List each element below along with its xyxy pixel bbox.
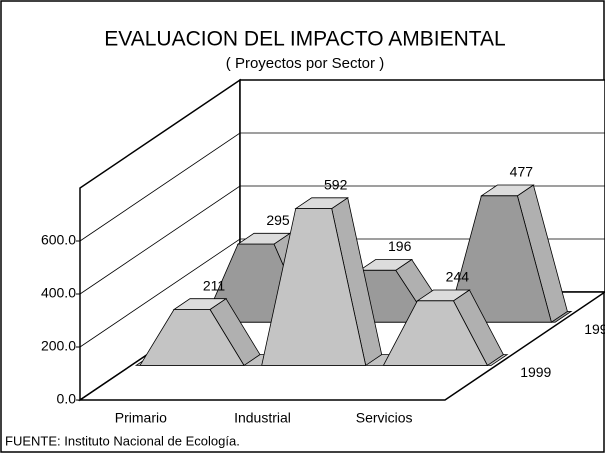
value-label: 477 [510,164,534,180]
y-tick-label: 400.0 [41,285,76,301]
bar [446,195,552,323]
bar [382,300,489,366]
grid-line [79,132,605,242]
y-tick-label: 600.0 [41,232,76,248]
y-tick-label: 0.0 [57,391,77,407]
value-label: 196 [388,238,412,254]
source-note: FUENTE: Instituto Nacional de Ecología. [5,433,240,448]
grid-line [79,185,605,295]
x-tick-label: Industrial [234,410,291,426]
chart-subtitle: ( Proyectos por Sector ) [226,55,384,72]
legend-label: 1998 [584,321,605,337]
x-tick-label: Servicios [356,410,413,426]
value-label: 244 [446,269,470,285]
value-label: 295 [266,212,290,228]
value-label: 592 [324,176,348,192]
y-tick-label: 200.0 [41,338,76,354]
bar [139,309,245,366]
x-tick-label: Primario [115,410,167,426]
value-label: 211 [203,277,226,293]
bar [261,208,367,366]
chart-title: EVALUACION DEL IMPACTO AMBIENTAL [104,28,505,51]
legend-label: 1999 [520,364,551,380]
